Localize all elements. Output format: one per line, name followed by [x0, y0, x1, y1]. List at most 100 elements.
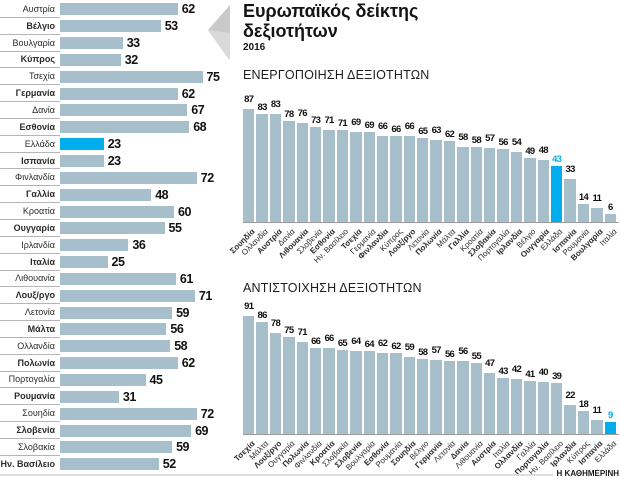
bar	[403, 136, 416, 222]
left-chart-row: Κύπρος 32	[0, 52, 238, 69]
country-label: Ιταλία	[0, 254, 60, 271]
bar	[363, 350, 375, 434]
bar-column: 43	[497, 366, 509, 434]
left-chart-row: Λιθουανία 61	[0, 271, 238, 288]
bar-column: 14	[577, 192, 590, 222]
value-label: 32	[124, 52, 138, 67]
left-chart-row: Γαλλία 48	[0, 186, 238, 204]
bar	[564, 405, 576, 434]
bar-column: 69	[363, 120, 375, 222]
bar-column: 49	[524, 146, 536, 222]
bar-column: 33	[564, 164, 576, 222]
bar	[537, 159, 549, 222]
value-label: 11	[592, 404, 602, 416]
bar-column: 18	[577, 399, 590, 434]
bar-column: 57	[484, 133, 496, 222]
bar	[60, 256, 108, 269]
value-label: 62	[444, 129, 455, 141]
bar	[577, 410, 590, 434]
value-label: 58	[174, 339, 188, 354]
bar	[323, 129, 335, 222]
value-label: 71	[324, 114, 334, 126]
value-label: 56	[498, 137, 509, 149]
title-block: Ευρωπαϊκός δείκτης δεξιοτήτων 2016	[243, 1, 418, 53]
page-title-line2: δεξιοτήτων	[243, 21, 338, 41]
bar	[243, 108, 255, 222]
bar	[60, 424, 192, 437]
bar-column: 59	[403, 342, 416, 434]
bar	[60, 138, 104, 151]
bar-column: 71	[296, 326, 308, 434]
bar	[457, 146, 469, 222]
bar	[269, 332, 282, 434]
bar	[60, 239, 129, 252]
value-label: 65	[337, 337, 348, 349]
bar	[376, 136, 389, 222]
value-label: 40	[538, 367, 549, 378]
country-label: Αυστρία	[0, 1, 60, 18]
bar	[497, 378, 509, 434]
left-chart-row: Τσεχία 75	[0, 68, 238, 86]
bar	[470, 362, 483, 434]
bar	[604, 422, 616, 434]
bar	[457, 361, 469, 434]
value-label: 56	[444, 349, 455, 361]
value-label: 33	[565, 164, 575, 176]
bar	[60, 20, 161, 33]
value-label: 22	[565, 390, 575, 402]
value-label: 54	[511, 136, 522, 148]
bar	[60, 306, 173, 319]
bar-column: 78	[283, 109, 295, 222]
value-label: 56	[170, 322, 184, 337]
bar-column: 71	[336, 117, 349, 222]
left-arrow-icon	[208, 5, 230, 59]
bar	[323, 348, 335, 434]
country-label: Σλοβακία	[0, 439, 60, 456]
value-label: 53	[164, 19, 178, 34]
value-label: 91	[244, 300, 254, 312]
bar-column: 62	[376, 338, 389, 434]
bar	[60, 70, 203, 83]
value-label: 58	[458, 131, 468, 143]
left-chart-row: Ελλάδα 23	[0, 136, 238, 153]
value-label: 23	[107, 154, 121, 169]
value-label: 86	[257, 310, 268, 322]
value-label: 43	[552, 154, 562, 166]
bar-column: 83	[269, 99, 282, 222]
value-label: 66	[391, 124, 401, 136]
bar-column: 56	[497, 137, 509, 222]
value-label: 60	[178, 204, 191, 219]
value-label: 33	[126, 36, 140, 51]
value-label: 55	[168, 221, 182, 236]
bar-column: 71	[323, 114, 335, 222]
value-label: 62	[181, 356, 195, 371]
bar-column: 57	[430, 344, 442, 434]
country-label: Πολωνία	[0, 355, 60, 372]
bar-column: 56	[457, 346, 469, 434]
category-label: Ιταλία	[598, 224, 619, 272]
value-label: 71	[297, 326, 308, 338]
value-label: 58	[418, 346, 428, 358]
left-chart-row: Λουξ/ργο 71	[0, 287, 238, 305]
value-label: 55	[471, 350, 482, 362]
country-label: Ιρλανδία	[0, 237, 60, 254]
bar	[604, 214, 616, 222]
left-chart-row: Ρουμανία 31	[0, 388, 238, 406]
value-label: 59	[176, 305, 189, 320]
value-label: 25	[111, 255, 125, 270]
value-label: 57	[431, 344, 442, 356]
overall-index-chart: Αυστρία 62 Βέλγιο 53 Βουλγαρία 33 Κύπρος 32 Τσεχ…	[0, 1, 238, 473]
bar-column: 58	[457, 131, 469, 222]
value-label: 59	[404, 342, 415, 354]
value-label: 65	[418, 125, 428, 137]
value-label: 83	[270, 99, 281, 111]
value-label: 71	[337, 117, 348, 129]
bar	[296, 123, 308, 222]
bar-column: 65	[336, 337, 349, 434]
value-label: 36	[132, 238, 146, 253]
bar	[537, 382, 549, 434]
footer-divider	[0, 474, 553, 476]
source-credit: Η ΚΑΘΗΜΕΡΙΝΗ	[556, 469, 619, 478]
bar-column: 76	[296, 108, 308, 222]
